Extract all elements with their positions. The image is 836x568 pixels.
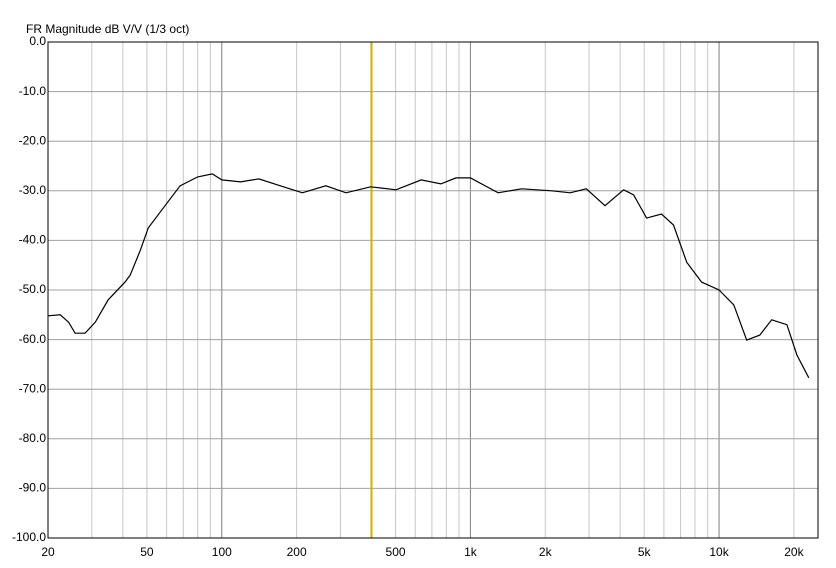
y-tick-label: -100.0	[12, 530, 46, 544]
x-tick-label: 2k	[539, 545, 553, 559]
x-tick-label: 5k	[638, 545, 652, 559]
x-tick-label: 200	[287, 545, 307, 559]
x-tick-label: 20k	[784, 545, 804, 559]
x-tick-label: 1k	[464, 545, 478, 559]
x-tick-label: 500	[386, 545, 406, 559]
x-tick-label: 100	[212, 545, 232, 559]
y-tick-label: -30.0	[19, 183, 47, 197]
response-curve	[47, 173, 810, 379]
y-tick-label: -50.0	[19, 282, 47, 296]
y-tick-label: 0.0	[29, 34, 46, 48]
x-tick-label: 20	[41, 545, 55, 559]
x-tick-label: 10k	[709, 545, 729, 559]
y-tick-label: -40.0	[19, 233, 47, 247]
y-tick-label: -70.0	[19, 381, 47, 395]
x-tick-label: 50	[140, 545, 154, 559]
y-tick-label: -10.0	[19, 84, 47, 98]
y-tick-label: -20.0	[19, 133, 47, 147]
y-tick-label: -60.0	[19, 332, 47, 346]
chart-title: FR Magnitude dB V/V (1/3 oct)	[26, 22, 189, 36]
y-tick-label: -90.0	[19, 481, 47, 495]
y-tick-label: -80.0	[19, 431, 47, 445]
plot-frame	[47, 41, 819, 539]
